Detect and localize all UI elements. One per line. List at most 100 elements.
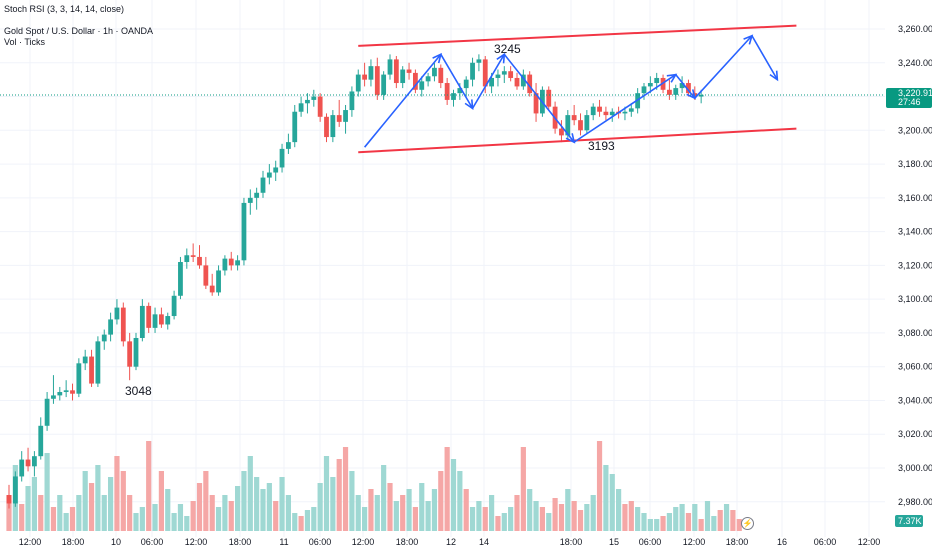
candle-body: [406, 69, 412, 73]
symbol-title[interactable]: Gold Spot / U.S. Dollar · 1h · OANDA: [4, 26, 154, 36]
projection-arrowhead: [743, 34, 754, 45]
volume-bar: [596, 441, 603, 531]
grid-lines: [0, 0, 885, 537]
volume-bar: [235, 486, 241, 531]
candle-body: [641, 86, 647, 94]
projection-arrowhead: [666, 73, 678, 83]
volume-bar: [489, 495, 495, 531]
volume-bar: [400, 495, 406, 531]
volume-bar: [374, 495, 380, 531]
candle-body: [279, 148, 285, 168]
price-tick-label: 3,000.000: [898, 463, 932, 473]
volume-bar: [165, 489, 171, 531]
candle-body: [298, 103, 304, 112]
candle-body: [362, 74, 367, 80]
volume-bar: [508, 507, 514, 531]
volume-bar: [660, 516, 666, 531]
volume-bar: [31, 477, 37, 531]
lightning-icon[interactable]: ⚡: [741, 517, 754, 530]
volume-bar: [539, 507, 545, 531]
volume-bar: [381, 465, 387, 531]
candle-body: [527, 74, 533, 94]
volume-bar: [495, 516, 501, 531]
volume-tag: 7.37K: [895, 515, 923, 527]
candle-body: [609, 111, 615, 116]
candle-body: [463, 79, 469, 89]
candle-body: [38, 425, 44, 457]
candle-body: [673, 88, 679, 95]
candle-body: [95, 341, 101, 384]
price-tick-label: 3,060.000: [898, 362, 932, 372]
volume-bar: [203, 471, 209, 531]
volume-bar: [666, 513, 672, 531]
projection-arrowhead: [432, 52, 442, 64]
candle-body: [501, 71, 507, 75]
candle-body: [451, 93, 456, 100]
candle-body: [57, 392, 63, 396]
price-tick-label: 3,240.000: [898, 58, 932, 68]
volume-bar: [323, 456, 330, 531]
candle-body: [444, 83, 450, 100]
candle-body: [381, 74, 387, 95]
price-tick-label: 2,980.000: [898, 497, 932, 507]
time-tick-label: 18:00: [726, 537, 749, 547]
volume-bar: [501, 513, 507, 531]
candle-body: [654, 77, 660, 84]
candle-body: [584, 115, 590, 131]
volume-bar: [114, 456, 120, 531]
volume-bars: [6, 441, 742, 531]
volume-bar: [279, 477, 285, 531]
volume-bar: [412, 507, 418, 531]
volume-bar: [215, 507, 222, 531]
candle-body: [292, 111, 298, 143]
volume-bar: [679, 504, 685, 531]
last-price-value: 3,220.915: [898, 88, 932, 98]
volume-bar: [571, 501, 577, 531]
volume-bar: [362, 507, 368, 531]
candle-body: [482, 59, 488, 87]
candle-body: [101, 334, 107, 342]
volume-bar: [146, 441, 152, 531]
projection-arrowhead: [769, 70, 779, 82]
time-tick-label: 06:00: [309, 537, 332, 547]
candle-body: [324, 116, 329, 138]
volume-bar: [50, 507, 57, 531]
volume-bar: [444, 447, 450, 531]
indicator-title[interactable]: Stoch RSI (3, 3, 14, 14, close): [4, 4, 125, 14]
candle-body: [520, 74, 526, 87]
candle-body: [457, 88, 463, 94]
volume-bar: [298, 516, 304, 531]
volume-bar: [133, 513, 139, 531]
volume-bar: [139, 507, 145, 531]
candle-body: [165, 316, 171, 325]
volume-bar: [704, 501, 711, 531]
time-axis[interactable]: 12:00 18:00 10 06:00 12:00 18:00 11 06:00 12:00 1…: [19, 537, 881, 547]
time-tick-label: 12:00: [352, 537, 375, 547]
candle-body: [667, 89, 672, 95]
volume-bar: [171, 513, 177, 531]
volume-bar: [241, 471, 247, 531]
volume-bar: [342, 447, 349, 531]
candle-body: [63, 390, 69, 393]
volume-label[interactable]: Vol · Ticks: [4, 37, 46, 47]
volume-bar: [628, 501, 634, 531]
volume-bar: [266, 483, 272, 531]
candle-body: [235, 260, 240, 266]
volume-bar: [25, 486, 31, 531]
countdown-timer: 27:46: [898, 97, 921, 107]
volume-bar: [152, 504, 158, 531]
volume-tag-value: 7.37K: [898, 516, 922, 526]
candle-body: [470, 62, 475, 80]
volume-bar: [431, 489, 438, 531]
volume-bar: [184, 516, 190, 531]
projection-path: [363, 34, 779, 148]
price-tick-label: 3,020.000: [898, 429, 932, 439]
candle-body: [698, 94, 704, 97]
candle-body: [216, 270, 221, 293]
candle-body: [514, 77, 520, 87]
time-tick-label: 16: [777, 537, 787, 547]
candle-body: [178, 262, 183, 296]
candle-body: [413, 72, 418, 90]
volume-bar: [711, 516, 717, 531]
